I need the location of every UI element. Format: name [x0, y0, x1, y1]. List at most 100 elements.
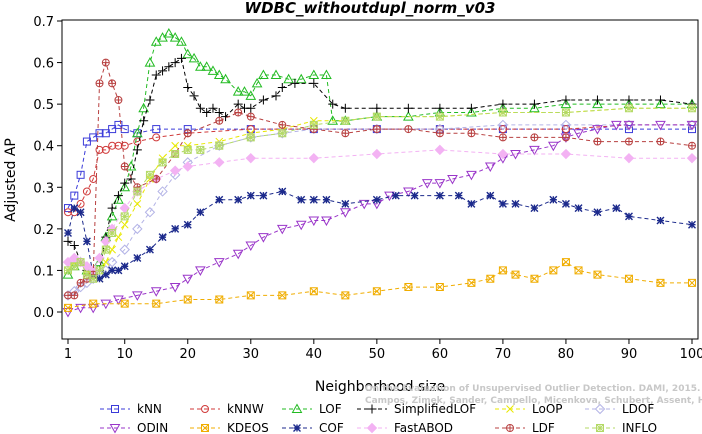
- data-point-LDF-16: [246, 112, 255, 121]
- data-point-LOF-18: [176, 36, 187, 46]
- data-point-kNNW-7: [108, 141, 117, 150]
- data-point-kNNW-11: [152, 133, 161, 142]
- legend-item-LoOP: LoOP: [495, 402, 563, 416]
- data-point-kNNW-17: [498, 125, 507, 134]
- data-point-LoOP-6: [101, 258, 110, 266]
- data-point-KDEOS-1: [89, 299, 98, 308]
- data-point-COF-18: [246, 191, 255, 200]
- data-point-LDF-26: [561, 133, 570, 142]
- x-tick-label-2: 20: [179, 347, 196, 362]
- data-point-SimplifiedLOF-33: [309, 78, 319, 88]
- data-point-LOF-8: [113, 194, 124, 204]
- data-point-LOF-34: [308, 69, 320, 80]
- data-point-KDEOS-5: [215, 295, 224, 304]
- data-point-FastABOD-12: [182, 161, 193, 172]
- data-point-kNN-6: [101, 129, 110, 138]
- data-point-LDF-19: [341, 129, 350, 138]
- legend-item-LDF: LDF: [495, 421, 555, 434]
- data-point-KDEOS-0: [64, 303, 72, 312]
- data-point-kNNW-8: [114, 141, 123, 150]
- legend-label-KDEOS: KDEOS: [227, 421, 269, 434]
- data-point-INFLO-6: [101, 245, 110, 254]
- legend-label-COF: COF: [319, 421, 344, 434]
- data-point-COF-30: [467, 199, 476, 208]
- data-point-LDOF-8: [119, 244, 130, 255]
- data-point-LDF-27: [593, 137, 602, 146]
- data-point-LOF-28: [245, 90, 257, 100]
- data-point-KDEOS-7: [278, 291, 287, 300]
- data-point-kNN-2: [76, 170, 85, 179]
- data-point-KDEOS-23: [656, 278, 665, 287]
- x-axis-title: Neighborhood size: [315, 379, 445, 395]
- data-point-LOF-31: [270, 69, 282, 80]
- data-point-INFLO-12: [171, 150, 180, 159]
- legend-item-COF: COF: [282, 421, 344, 434]
- data-point-LoOP-10: [133, 200, 142, 208]
- data-point-LOF-16: [163, 27, 175, 38]
- data-point-COF-20: [278, 187, 287, 196]
- data-point-COF-8: [114, 266, 123, 275]
- data-point-SimplifiedLOF-12: [139, 116, 149, 126]
- data-point-COF-6: [101, 270, 110, 279]
- data-point-kNN-4: [89, 133, 98, 142]
- data-point-kNN-7: [108, 125, 117, 134]
- data-point-SimplifiedLOF-29: [258, 95, 268, 105]
- data-point-COF-9: [120, 262, 129, 271]
- data-point-SimplifiedLOF-8: [113, 191, 123, 201]
- data-point-SimplifiedLOF-43: [592, 95, 602, 105]
- data-point-INFLO-0: [64, 266, 72, 275]
- data-point-kNN-1: [70, 191, 79, 200]
- data-point-LOF-36: [327, 115, 339, 125]
- data-point-LDF-30: [688, 141, 697, 150]
- x-tick-label-6: 60: [432, 347, 449, 362]
- data-point-ODIN-36: [623, 120, 635, 131]
- data-point-LOF-19: [182, 48, 194, 59]
- legend-marker-FastABOD: [366, 422, 378, 434]
- data-point-LOF-23: [207, 65, 219, 75]
- x-tick-label-0: 1: [64, 347, 72, 362]
- data-point-FastABOD-13: [214, 157, 225, 168]
- data-point-COF-34: [530, 204, 539, 213]
- legend-marker-INFLO: [596, 424, 604, 432]
- y-tick-label-5: 0.5: [33, 98, 54, 113]
- legend-marker-ODIN: [109, 424, 121, 434]
- data-point-COF-35: [549, 195, 558, 204]
- data-point-SimplifiedLOF-24: [214, 107, 224, 117]
- data-point-KDEOS-9: [341, 291, 350, 300]
- data-point-LOF-25: [220, 73, 231, 84]
- data-point-LOF-27: [239, 86, 250, 96]
- data-point-LoOP-13: [171, 141, 180, 150]
- data-point-INFLO-4: [89, 274, 98, 283]
- data-point-COF-31: [486, 191, 495, 200]
- data-point-KDEOS-3: [152, 299, 161, 308]
- data-point-SimplifiedLOF-41: [529, 99, 539, 109]
- data-point-INFLO-24: [624, 104, 633, 113]
- data-point-COF-21: [297, 195, 306, 204]
- data-point-LDF-25: [530, 133, 539, 142]
- data-point-SimplifiedLOF-10: [126, 174, 136, 184]
- series-line-LDF: [68, 60, 693, 296]
- data-point-LDF-17: [278, 120, 287, 129]
- data-point-ODIN-11: [232, 249, 244, 260]
- series-line-LDOF: [67, 124, 692, 296]
- data-point-INFLO-19: [341, 116, 350, 125]
- data-point-COF-26: [391, 191, 400, 200]
- data-point-kNNW-5: [95, 145, 104, 154]
- data-point-ODIN-1: [75, 303, 86, 314]
- data-point-kNNW-10: [133, 137, 142, 146]
- data-point-SimplifiedLOF-7: [107, 203, 117, 213]
- data-point-COF-27: [410, 191, 419, 200]
- legend-item-SimplifiedLOF: SimplifiedLOF: [357, 402, 476, 416]
- data-point-COF-10: [133, 253, 142, 262]
- data-point-KDEOS-17: [530, 274, 539, 283]
- legend-label-INFLO: INFLO: [622, 421, 657, 434]
- data-point-KDEOS-16: [511, 270, 520, 279]
- data-point-LOF-33: [295, 73, 307, 84]
- data-point-LOF-29: [251, 77, 263, 88]
- legend-label-SimplifiedLOF: SimplifiedLOF: [394, 402, 476, 416]
- data-point-kNNW-4: [89, 174, 98, 183]
- data-point-LDF-29: [656, 137, 665, 146]
- data-point-ODIN-13: [258, 233, 269, 243]
- legend-marker-SimplifiedLOF: [367, 404, 377, 414]
